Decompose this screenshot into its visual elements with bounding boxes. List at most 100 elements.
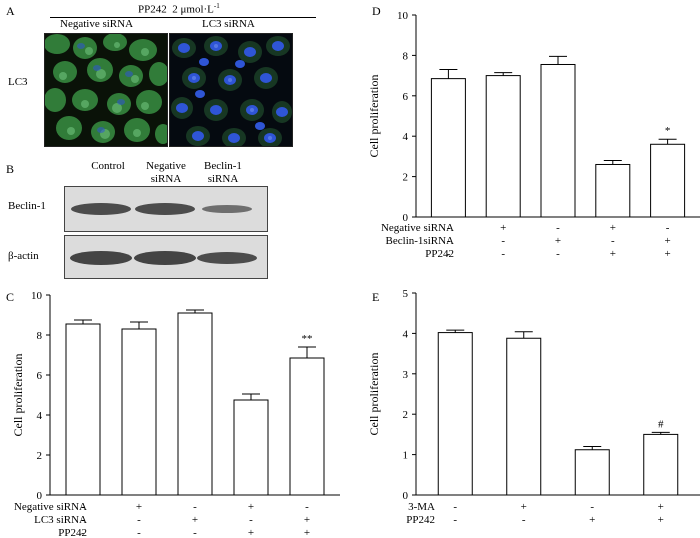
chart-c-condition-sign: + xyxy=(304,527,310,538)
blot-beta-actin xyxy=(64,235,268,279)
chart-d-condition-sign: - xyxy=(666,222,670,234)
chart-d-condition-sign: - xyxy=(447,222,451,234)
chart-c-ylabel: Cell proliferation xyxy=(11,354,25,437)
chart-d-condition-sign: - xyxy=(501,235,505,247)
chart-d-ytick-label: 6 xyxy=(403,91,409,103)
chart-d-condition-sign: - xyxy=(611,235,615,247)
chart-c-bar xyxy=(233,399,269,496)
chart-c-condition-label: PP242 xyxy=(58,527,87,538)
chart-e-condition-sign: + xyxy=(589,514,595,526)
chart-c-condition-label: Negative siRNA xyxy=(14,501,87,513)
blot-col-negative-sirna: Negative siRNA xyxy=(146,160,186,185)
chart-d-condition-sign: + xyxy=(610,222,616,234)
chart-c-ytick-label: 4 xyxy=(37,410,43,422)
chart-d-condition-label: Negative siRNA xyxy=(381,222,454,234)
panel-c-letter: C xyxy=(6,290,15,304)
chart-e-condition-label: PP242 xyxy=(406,514,435,526)
chart-c-ytick-label: 8 xyxy=(37,330,43,342)
chart-e-condition-sign: - xyxy=(453,501,457,513)
row-label-lc3: LC3 xyxy=(8,76,28,88)
micrograph-negative-sirna xyxy=(44,33,168,147)
blot-row-beclin1: Beclin-1 xyxy=(8,200,46,212)
chart-c-condition-sign: - xyxy=(249,514,253,526)
micrograph-negative-sirna-image xyxy=(45,34,167,146)
chart-d-condition-sign: + xyxy=(610,248,616,260)
chart-c-ytick-label: 0 xyxy=(37,490,43,502)
chart-e-condition-sign: + xyxy=(658,514,664,526)
chart-c-condition-sign: - xyxy=(81,527,85,538)
chart-e-condition-sign: + xyxy=(658,501,664,513)
chart-c-condition-label: LC3 siRNA xyxy=(34,514,87,526)
chart-d-condition-sign: - xyxy=(447,235,451,247)
chart-d-condition-sign: - xyxy=(556,222,560,234)
chart-d-ytick-label: 10 xyxy=(397,10,409,22)
chart-d-bar xyxy=(650,143,686,218)
panel-e-letter: E xyxy=(372,290,380,304)
chart-d-condition-sign: + xyxy=(664,248,670,260)
blot-beclin1 xyxy=(64,186,268,232)
micrograph-lc3-sirna xyxy=(169,33,293,147)
chart-e-ytick-label: 5 xyxy=(403,288,409,300)
chart-c-condition-sign: - xyxy=(81,501,85,513)
chart-c-ytick-label: 10 xyxy=(31,290,43,302)
panel-d-letter: D xyxy=(372,4,381,18)
chart-d-condition-sign: + xyxy=(555,235,561,247)
chart-c-condition-sign: + xyxy=(248,527,254,538)
chart-d-condition-label: Beclin-1siRNA xyxy=(386,235,454,247)
chart-e-condition-label: 3-MA xyxy=(408,501,435,513)
chart-c-bar xyxy=(121,328,157,496)
panel-a-treatment-label: PP242 2 μmol·L-1 xyxy=(138,2,220,16)
chart-e-bar xyxy=(506,337,542,496)
chart-e-condition-sign: + xyxy=(521,501,527,513)
chart-e-condition-sign: - xyxy=(453,514,457,526)
chart-d-ytick-label: 0 xyxy=(403,212,409,224)
chart-d-ytick-label: 4 xyxy=(403,131,409,143)
chart-c-ytick-label: 2 xyxy=(37,450,43,462)
chart-e-condition-sign: - xyxy=(590,501,594,513)
chart-e-ytick-label: 4 xyxy=(403,328,409,340)
blot-beclin1-bands xyxy=(71,203,252,215)
chart-d-condition-label: PP242 xyxy=(425,248,454,260)
chart-e-ylabel: Cell proliferation xyxy=(367,353,381,436)
chart-c-bar xyxy=(177,312,213,496)
chart-c-bar xyxy=(289,357,325,496)
micrograph-lc3-sirna-image xyxy=(170,34,292,146)
chart-d-ytick-label: 8 xyxy=(403,50,409,62)
blot-row-beta-actin: β-actin xyxy=(8,250,39,262)
chart-e-bar xyxy=(574,449,610,496)
chart-d-condition-sign: + xyxy=(664,235,670,247)
chart-d-ytick-label: 2 xyxy=(403,172,409,184)
chart-e-condition-sign: - xyxy=(522,514,526,526)
panel-b-letter: B xyxy=(6,162,15,176)
chart-c-condition-sign: + xyxy=(136,501,142,513)
chart-d-condition-sign: - xyxy=(447,248,451,260)
chart-c-significance-mark: ** xyxy=(302,333,313,345)
chart-e-bar xyxy=(437,332,473,496)
blot-col-control: Control xyxy=(91,160,125,172)
panel-a-letter: A xyxy=(6,4,15,18)
chart-c-condition-sign: + xyxy=(192,514,198,526)
chart-d-condition-sign: - xyxy=(556,248,560,260)
chart-d-condition-sign: + xyxy=(500,222,506,234)
dose-text: 2 μmol·L xyxy=(172,3,214,16)
chart-d-condition-sign: - xyxy=(501,248,505,260)
chart-c-condition-sign: - xyxy=(137,527,141,538)
chart-c-condition-sign: - xyxy=(305,501,309,513)
treatment-line xyxy=(50,17,316,18)
chart-e-bar xyxy=(643,433,679,496)
col-label-lc3-sirna: LC3 siRNA xyxy=(202,18,255,30)
chart-e-ytick-label: 1 xyxy=(403,450,409,462)
chart-c-condition-sign: - xyxy=(193,501,197,513)
chart-c-condition-sign: - xyxy=(193,527,197,538)
col-label-negative-sirna: Negative siRNA xyxy=(60,18,134,30)
chart-d-ylabel: Cell proliferation xyxy=(367,75,381,158)
chart-e-significance-mark: # xyxy=(658,418,664,430)
chart-e-ytick-label: 2 xyxy=(403,409,409,421)
chart-c-condition-sign: - xyxy=(81,514,85,526)
chart-c-condition-sign: + xyxy=(304,514,310,526)
dose-superscript: -1 xyxy=(213,2,220,10)
